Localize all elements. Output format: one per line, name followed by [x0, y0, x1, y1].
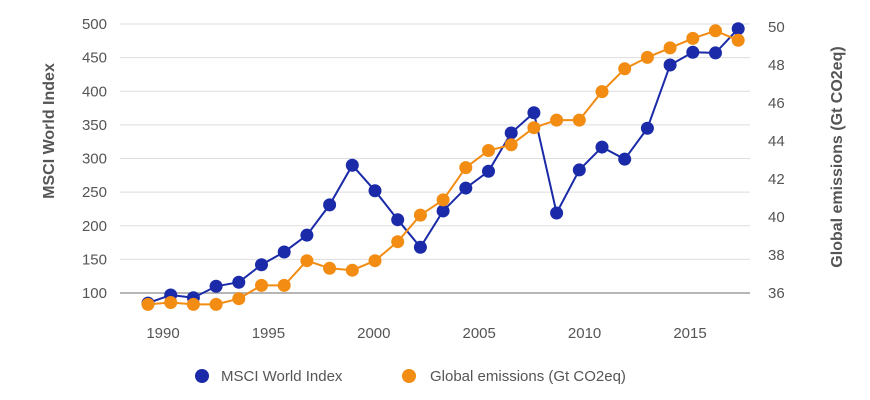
x-tick-label: 2015: [673, 325, 706, 342]
legend-label-msci: MSCI World Index: [221, 368, 343, 385]
data-point: [255, 258, 268, 272]
right-tick-label: 40: [768, 209, 785, 226]
data-point: [482, 144, 495, 157]
data-point: [663, 58, 677, 72]
data-point: [368, 184, 382, 198]
data-point: [640, 50, 654, 64]
right-tick-label: 44: [768, 133, 785, 150]
data-point: [709, 24, 722, 38]
legend-label-emissions: Global emissions (Gt CO2eq): [430, 368, 626, 385]
x-tick-label: 2005: [463, 325, 496, 342]
data-point: [595, 140, 609, 154]
data-point: [232, 275, 246, 289]
x-axis-ticks: 1990 1995 2000 2005 2010 2015: [146, 325, 706, 342]
data-point: [436, 193, 450, 207]
data-point: [731, 22, 745, 36]
right-tick-label: 36: [768, 285, 785, 302]
data-point: [572, 163, 586, 177]
data-point: [186, 297, 200, 311]
data-point: [663, 41, 677, 55]
left-tick-label: 200: [82, 218, 107, 235]
data-point: [550, 113, 564, 127]
legend-item-msci[interactable]: MSCI World Index: [195, 368, 343, 385]
data-point: [504, 126, 518, 140]
series: [141, 22, 745, 311]
data-point: [550, 206, 564, 220]
data-point: [345, 263, 359, 277]
left-tick-label: 450: [82, 50, 107, 67]
left-tick-label: 500: [82, 16, 107, 33]
left-tick-label: 300: [82, 151, 107, 168]
data-point: [595, 85, 609, 99]
data-point: [527, 121, 541, 135]
data-point: [323, 198, 337, 212]
data-point: [209, 279, 223, 293]
legend-marker-emissions: [402, 369, 416, 383]
left-tick-label: 150: [82, 251, 107, 268]
data-point: [277, 278, 291, 292]
right-tick-label: 42: [768, 171, 785, 188]
series-emissions: [141, 24, 745, 311]
data-point: [391, 235, 405, 249]
data-point: [391, 213, 405, 227]
data-point: [731, 33, 745, 47]
data-point: [618, 62, 632, 76]
right-tick-label: 48: [768, 57, 785, 74]
legend: MSCI World Index Global emissions (Gt CO…: [195, 368, 626, 385]
data-point: [277, 245, 291, 259]
data-point: [164, 296, 178, 309]
right-tick-label: 38: [768, 247, 785, 264]
data-point: [618, 152, 632, 166]
left-axis-ticks: 100 150 200 250 300 350 400 450 500: [82, 16, 107, 302]
left-tick-label: 100: [82, 285, 107, 302]
x-tick-label: 2010: [568, 325, 601, 342]
left-axis-title: MSCI World Index: [41, 63, 58, 199]
data-point: [345, 158, 359, 172]
data-point: [141, 297, 155, 311]
data-point: [527, 106, 541, 120]
x-tick-label: 2000: [357, 325, 390, 342]
series-line: [147, 28, 739, 305]
data-point: [300, 254, 314, 268]
data-point: [640, 121, 654, 135]
x-tick-label: 1990: [146, 325, 179, 342]
x-tick-label: 1995: [252, 325, 285, 342]
series-msci: [141, 22, 745, 310]
data-point: [436, 204, 450, 218]
data-point: [413, 240, 427, 254]
data-point: [482, 164, 495, 178]
series-line: [147, 29, 739, 306]
gridlines: [120, 23, 750, 294]
right-axis-ticks: 36 38 40 42 44 46 48 50: [768, 19, 785, 302]
right-tick-label: 46: [768, 95, 785, 112]
data-point: [709, 46, 722, 60]
left-tick-label: 350: [82, 117, 107, 134]
right-tick-label: 50: [768, 19, 785, 36]
data-point: [459, 161, 473, 175]
data-point: [232, 292, 246, 306]
data-point: [413, 208, 427, 222]
data-point: [255, 278, 268, 292]
data-point: [368, 254, 382, 268]
data-point: [300, 228, 314, 242]
legend-marker-msci: [195, 369, 209, 383]
data-point: [686, 31, 700, 45]
data-point: [504, 138, 518, 152]
left-tick-label: 400: [82, 83, 107, 100]
legend-item-emissions[interactable]: Global emissions (Gt CO2eq): [402, 368, 626, 385]
data-point: [686, 45, 700, 59]
right-axis-title: Global emissions (Gt CO2eq): [829, 46, 846, 267]
data-point: [209, 297, 223, 311]
left-tick-label: 250: [82, 184, 107, 201]
data-point: [459, 181, 473, 195]
data-point: [323, 261, 337, 275]
data-point: [572, 113, 586, 127]
